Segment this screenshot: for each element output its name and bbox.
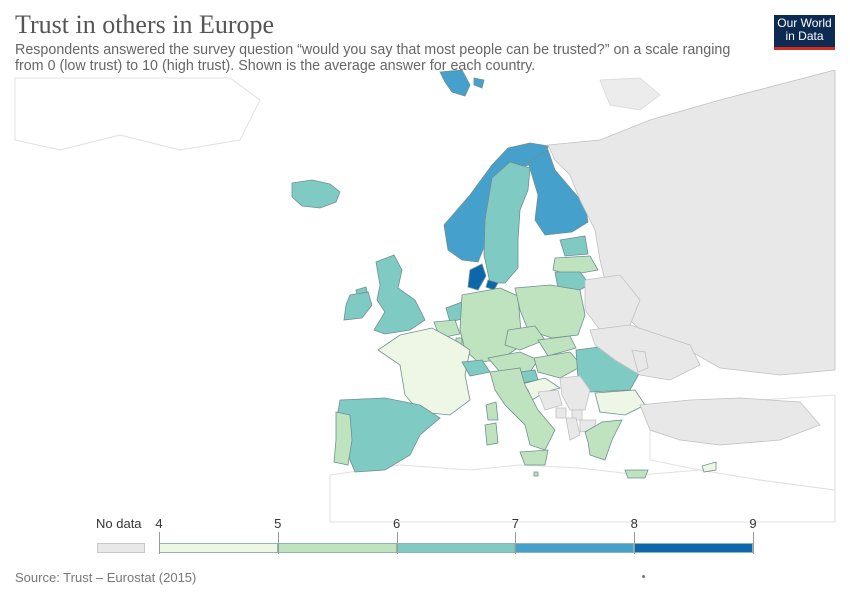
- logo-line1: Our World: [777, 16, 832, 30]
- legend-bin-5-6[interactable]: [277, 543, 397, 553]
- legend-no-data-swatch: [97, 543, 145, 553]
- legend-tick-label: 5: [274, 516, 282, 531]
- legend-tick-label: 6: [392, 516, 401, 531]
- chart-title: Trust in others in Europe: [15, 10, 275, 39]
- legend-bin-8-9[interactable]: [634, 543, 753, 553]
- country-ireland[interactable]: [343, 291, 373, 321]
- country-portugal[interactable]: [333, 411, 353, 466]
- country-iceland[interactable]: [291, 179, 341, 209]
- country-czechia[interactable]: [504, 325, 546, 351]
- country-finland[interactable]: [527, 149, 589, 236]
- legend-tick-label: 7: [511, 516, 520, 531]
- country-serbia[interactable]: [559, 375, 591, 411]
- country-switzerland[interactable]: [461, 359, 491, 377]
- legend-tick-line: [159, 532, 160, 554]
- country-sweden[interactable]: [483, 161, 531, 284]
- country-cyprus[interactable]: [701, 461, 717, 473]
- country-svalbard[interactable]: [439, 70, 485, 97]
- legend-bin-6-7[interactable]: [396, 543, 516, 553]
- country-kosovo[interactable]: [571, 409, 583, 421]
- chart-subtitle: Respondents answered the survey question…: [15, 42, 731, 74]
- legend-tick-label: 4: [155, 516, 163, 531]
- country-montenegro[interactable]: [555, 407, 567, 419]
- legend-tick-line: [634, 532, 636, 554]
- legend-tick-line: [753, 532, 754, 554]
- europe-map: [14, 70, 836, 523]
- country-turkey[interactable]: [639, 397, 821, 446]
- country-france[interactable]: [377, 327, 471, 416]
- country-greece[interactable]: [584, 419, 649, 479]
- country-shapes: [291, 70, 836, 479]
- logo-line2: in Data: [785, 29, 824, 43]
- legend-tick-line: [515, 532, 517, 554]
- country-slovakia[interactable]: [537, 335, 577, 357]
- legend-tick-label: 9: [749, 516, 757, 531]
- country-hungary[interactable]: [533, 351, 583, 379]
- legend-tick-line: [277, 532, 279, 554]
- greenland-outline: [14, 77, 261, 151]
- legend-bin-7-8[interactable]: [515, 543, 635, 553]
- country-estonia[interactable]: [559, 235, 589, 257]
- footer-dot: [642, 575, 645, 578]
- source-note: Source: Trust – Eurostat (2015): [15, 570, 197, 585]
- legend-tick-label: 8: [630, 516, 638, 531]
- country-malta[interactable]: [533, 471, 539, 477]
- country-latvia[interactable]: [552, 255, 599, 276]
- legend-no-data-label: No data: [96, 516, 142, 531]
- country-poland[interactable]: [514, 284, 586, 339]
- legend-tick-line: [396, 532, 398, 554]
- country-austria[interactable]: [487, 351, 539, 373]
- country-albania[interactable]: [565, 417, 581, 441]
- legend-bin-4-5[interactable]: [159, 543, 278, 553]
- arctic-islands: [599, 77, 661, 111]
- country-spain[interactable]: [337, 397, 441, 473]
- country-bulgaria[interactable]: [594, 389, 646, 416]
- africa-outline: [329, 464, 836, 523]
- country-bosnia-and-herzegovina[interactable]: [537, 389, 563, 411]
- owid-logo[interactable]: Our World in Data: [774, 15, 835, 50]
- country-russia[interactable]: [547, 70, 836, 376]
- country-italy[interactable]: [484, 367, 556, 466]
- country-moldova[interactable]: [631, 349, 649, 373]
